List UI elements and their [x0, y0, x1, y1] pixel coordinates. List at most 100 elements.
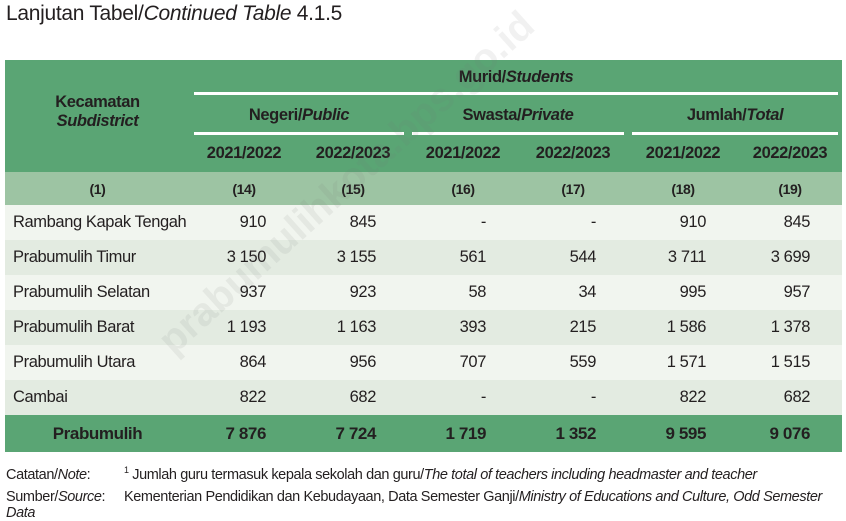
- year-header: 2021/2022: [408, 135, 518, 172]
- value-cell: 995: [628, 275, 738, 310]
- subdistrict-name: Rambang Kapak Tengah: [5, 205, 190, 240]
- note-text-en: The total of teachers including headmast…: [423, 466, 757, 483]
- table-row: Prabumulih Timur 3 150 3 155 561 544 3 711 3 6…: [5, 240, 843, 275]
- value-cell: 937: [190, 275, 298, 310]
- subdistrict-name: Prabumulih: [5, 415, 190, 452]
- table-row: Rambang Kapak Tengah 910 845- -910 845: [5, 205, 843, 240]
- subdistrict-header-id: Kecamatan: [55, 93, 140, 111]
- value-cell: 923: [298, 275, 408, 310]
- value-cell: 58: [408, 275, 518, 310]
- year-header: 2022/2023: [738, 135, 843, 172]
- source-label-id: Sumber/: [6, 489, 58, 505]
- value-cell: -: [408, 380, 518, 415]
- public-header-id: Negeri/: [248, 105, 303, 124]
- year-header: 2022/2023: [518, 135, 628, 172]
- subdistrict-name: Prabumulih Barat: [5, 310, 190, 345]
- value-cell: 34: [518, 275, 628, 310]
- value-cell: 1 163: [298, 310, 408, 345]
- private-header-id: Swasta/: [462, 105, 522, 124]
- students-table: Kecamatan Subdistrict Murid/Students Nege…: [5, 60, 843, 452]
- value-cell: -: [518, 380, 628, 415]
- value-cell: 3 150: [190, 240, 298, 275]
- subdistrict-name: Prabumulih Timur: [5, 240, 190, 275]
- note-label: Catatan/Note:: [6, 466, 91, 483]
- column-number: (18): [628, 172, 738, 205]
- private-header: Swasta/Private: [408, 95, 628, 135]
- value-cell: -: [408, 205, 518, 240]
- value-cell: 864: [190, 345, 298, 380]
- value-cell: 910: [628, 205, 738, 240]
- value-cell: 1 515: [738, 345, 843, 380]
- total-row: Prabumulih 7 876 7 724 1 719 1 352 9 595 9 076: [5, 415, 843, 452]
- private-header-en: Private: [521, 105, 574, 124]
- total-header-en: Total: [746, 105, 784, 124]
- table-row: Prabumulih Barat 1 193 1 163 393 215 1 586 1 3…: [5, 310, 843, 345]
- title-en: Continued Table: [143, 2, 292, 25]
- column-number: (19): [738, 172, 843, 205]
- value-cell: 1 719: [408, 415, 518, 452]
- table-row: Prabumulih Utara 864 956 707 559 1 571 1 515: [5, 345, 843, 380]
- total-header-id: Jumlah/: [686, 105, 747, 124]
- note-text: Jumlah guru termasuk kepala sekolah dan …: [128, 466, 424, 483]
- value-cell: 682: [738, 380, 843, 415]
- value-cell: 822: [628, 380, 738, 415]
- column-number: (16): [408, 172, 518, 205]
- value-cell: 1 586: [628, 310, 738, 345]
- source-label-en: Source: [58, 489, 102, 505]
- note-superscript: 1: [124, 465, 129, 475]
- value-cell: 3 155: [298, 240, 408, 275]
- year-header: 2021/2022: [190, 135, 298, 172]
- column-number: (14): [190, 172, 298, 205]
- column-number: (15): [298, 172, 408, 205]
- table-number: 4.1.5: [291, 2, 343, 25]
- value-cell: 544: [518, 240, 628, 275]
- source-line: Sumber/Source: Kementerian Pendidikan dan…: [6, 489, 846, 521]
- subdistrict-name: Prabumulih Utara: [5, 345, 190, 380]
- subdistrict-name: Prabumulih Selatan: [5, 275, 190, 310]
- year-header: 2021/2022: [628, 135, 738, 172]
- value-cell: 3 699: [738, 240, 843, 275]
- column-number: (17): [518, 172, 628, 205]
- value-cell: 910: [190, 205, 298, 240]
- value-cell: 845: [298, 205, 408, 240]
- value-cell: 1 352: [518, 415, 628, 452]
- source-label: Sumber/Source:: [6, 489, 106, 505]
- value-cell: 1 193: [190, 310, 298, 345]
- value-cell: 707: [408, 345, 518, 380]
- value-cell: 957: [738, 275, 843, 310]
- students-header-en: Students: [505, 68, 574, 86]
- public-header: Negeri/Public: [190, 95, 408, 135]
- value-cell: 1 571: [628, 345, 738, 380]
- value-cell: 9 076: [738, 415, 843, 452]
- source-text: Kementerian Pendidikan dan Kebudayaan, D…: [124, 489, 519, 505]
- value-cell: 1 378: [738, 310, 843, 345]
- note-label-en: Note: [57, 466, 87, 483]
- value-cell: 7 724: [298, 415, 408, 452]
- column-number: (1): [5, 172, 190, 205]
- note-line: Catatan/Note: 1 Jumlah guru termasuk kepa…: [6, 465, 757, 483]
- table-row: Cambai 822 682- -822 682: [5, 380, 843, 415]
- value-cell: 682: [298, 380, 408, 415]
- subdistrict-name: Cambai: [5, 380, 190, 415]
- note-label-id: Catatan/: [6, 466, 58, 483]
- value-cell: 7 876: [190, 415, 298, 452]
- public-header-en: Public: [302, 105, 350, 124]
- value-cell: 215: [518, 310, 628, 345]
- value-cell: 9 595: [628, 415, 738, 452]
- value-cell: 845: [738, 205, 843, 240]
- table-row: Prabumulih Selatan 937 923 58 34 995 957: [5, 275, 843, 310]
- value-cell: 559: [518, 345, 628, 380]
- students-header: Murid/Students: [190, 60, 843, 95]
- subdistrict-header: Kecamatan Subdistrict: [5, 60, 190, 172]
- table-title: Lanjutan Tabel/Continued Table 4.1.5: [6, 2, 342, 26]
- subdistrict-header-en: Subdistrict: [56, 112, 139, 130]
- value-cell: 3 711: [628, 240, 738, 275]
- value-cell: -: [518, 205, 628, 240]
- value-cell: 822: [190, 380, 298, 415]
- year-header: 2022/2023: [298, 135, 408, 172]
- value-cell: 956: [298, 345, 408, 380]
- value-cell: 393: [408, 310, 518, 345]
- title-id: Lanjutan Tabel/: [6, 2, 144, 25]
- value-cell: 561: [408, 240, 518, 275]
- students-header-id: Murid/: [458, 68, 506, 86]
